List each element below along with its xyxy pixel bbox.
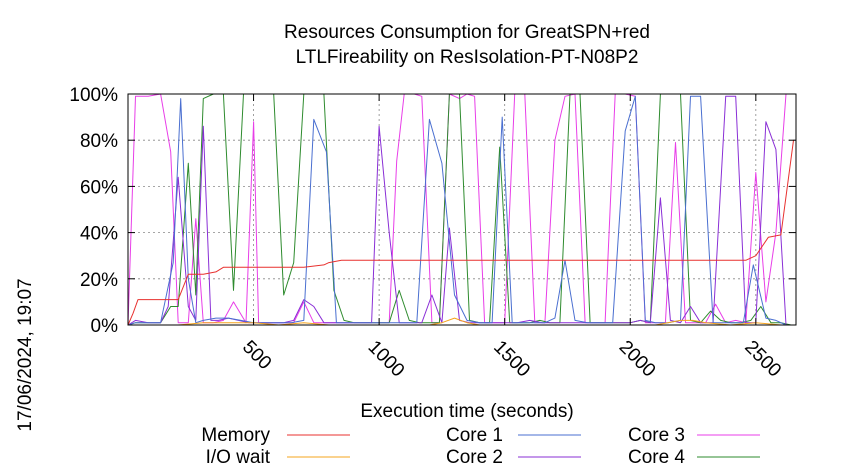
x-tick-label: 2000 xyxy=(615,337,660,382)
series-line-core-3 xyxy=(127,93,787,326)
y-axis: 0% 20% 40% 60% 80% 100% xyxy=(69,85,796,337)
y-tick-label: 80% xyxy=(80,131,118,152)
y-tick-label: 100% xyxy=(69,85,118,106)
y-tick-label: 20% xyxy=(80,270,118,291)
legend-label-core-2: Core 2 xyxy=(446,447,503,468)
grid-lines xyxy=(128,94,796,325)
x-tick-label: 1000 xyxy=(364,337,409,382)
chart-subtitle: LTLFireability on ResIsolation-PT-N08P2 xyxy=(296,47,639,68)
chart-title: Resources Consumption for GreatSPN+red xyxy=(284,22,650,43)
legend-label-core-3: Core 3 xyxy=(628,425,685,446)
x-tick-label: 1500 xyxy=(489,337,534,382)
x-tick-label: 500 xyxy=(238,337,275,374)
legend-label-i-o-wait: I/O wait xyxy=(206,447,271,468)
y-tick-label: 60% xyxy=(80,177,118,198)
series-line-core-4 xyxy=(127,93,792,326)
y-tick-label: 40% xyxy=(80,224,118,245)
plot-frame xyxy=(127,93,797,326)
series-layer xyxy=(127,93,794,326)
series-line-core-2 xyxy=(127,95,787,326)
timestamp-label: 17/06/2024, 19:07 xyxy=(15,278,36,431)
legend-label-core-4: Core 4 xyxy=(628,447,685,468)
x-tick-label: 2500 xyxy=(740,337,785,382)
series-line-i-o-wait xyxy=(128,317,794,326)
x-axis-label: Execution time (seconds) xyxy=(360,401,573,422)
legend-label-core-1: Core 1 xyxy=(446,425,503,446)
series-line-core-1 xyxy=(127,95,787,326)
series-line-memory xyxy=(127,140,794,326)
legend-label-memory: Memory xyxy=(201,425,270,446)
y-tick-label: 0% xyxy=(91,316,119,337)
